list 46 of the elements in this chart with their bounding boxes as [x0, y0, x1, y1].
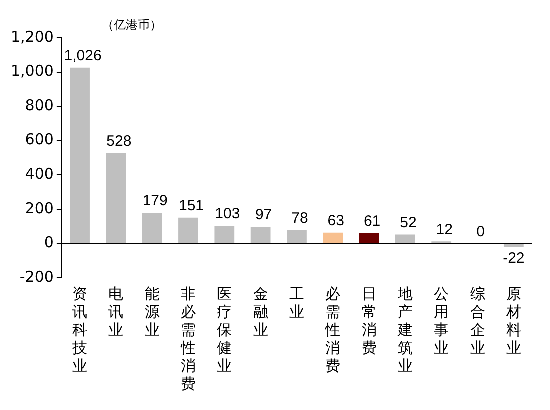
data-label: 63: [328, 212, 344, 230]
x-tick-label: 原材料业: [505, 284, 522, 357]
bar: [178, 218, 198, 244]
data-label: 0: [476, 223, 485, 240]
bar: [396, 234, 416, 244]
data-label: 179: [142, 192, 168, 210]
data-label: 12: [436, 221, 453, 238]
y-tick-label: 0: [44, 234, 54, 252]
y-tick-label: 200: [25, 199, 54, 218]
x-tick-label: 地产建筑业: [396, 284, 413, 375]
bar: [504, 244, 524, 248]
y-tick-label: 1,000: [10, 62, 54, 80]
bar: [323, 232, 344, 244]
data-label: 78: [292, 210, 308, 227]
bar: [250, 227, 271, 244]
x-tick-label: 非必需性消费: [180, 284, 196, 393]
data-label: 528: [106, 132, 132, 150]
bar: [359, 233, 380, 244]
data-label: -22: [503, 250, 525, 268]
x-tick-label: 资讯科技业: [72, 284, 88, 375]
x-tick-label: 金融业: [253, 284, 268, 339]
x-tick-label: 电讯业: [108, 284, 124, 339]
x-tick-label: 必需性消费: [324, 284, 341, 375]
bar: [70, 68, 90, 244]
x-tick-label: 日常消费: [362, 284, 377, 357]
data-label: 1,026: [64, 47, 102, 64]
x-tick-label: 能源业: [144, 284, 160, 339]
x-tick-label: 医疗保健业: [217, 284, 232, 375]
bar: [287, 230, 307, 244]
bar: [214, 226, 235, 244]
data-label: 103: [215, 206, 240, 223]
x-tick-label: 公用事业: [434, 284, 450, 357]
data-label: 151: [178, 197, 204, 214]
y-tick-label: 400: [25, 165, 54, 184]
data-label: 97: [255, 206, 272, 224]
bar: [106, 153, 126, 244]
y-tick-label: 600: [25, 130, 54, 149]
x-tick-label: 工业: [289, 284, 304, 321]
y-tick-label: 1,200: [10, 28, 54, 46]
y-tick-label: 800: [25, 96, 54, 114]
y-tick-label: -200: [20, 268, 54, 286]
x-tick-label: 综合企业: [470, 284, 486, 357]
text: （亿港币）: [102, 18, 162, 32]
data-label: 52: [400, 214, 417, 232]
bar: [142, 213, 162, 244]
data-label: 61: [364, 212, 381, 230]
